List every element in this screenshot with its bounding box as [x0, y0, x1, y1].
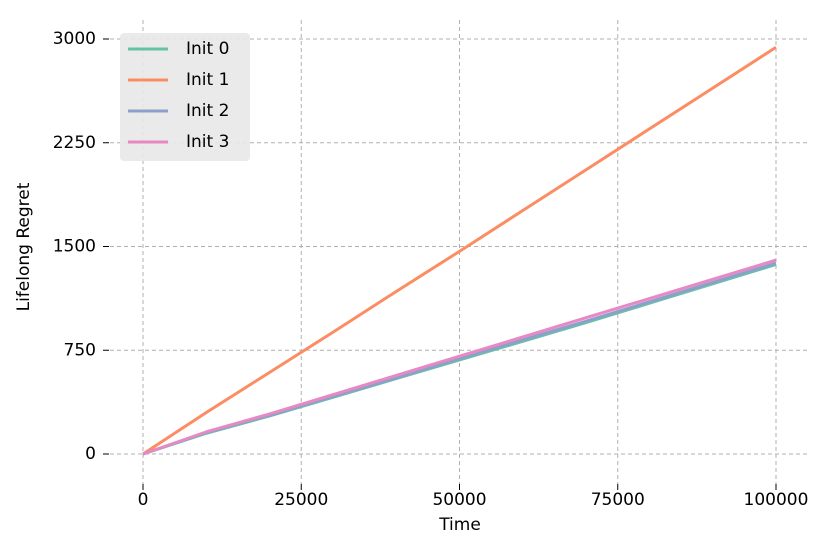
x-tick-label: 0: [138, 490, 149, 510]
y-tick-label: 750: [64, 340, 96, 360]
y-tick-label: 2250: [53, 133, 96, 153]
data-line: [142, 46, 777, 456]
y-tick-label: 3000: [53, 29, 96, 49]
y-axis-label: Lifelong Regret: [14, 182, 34, 311]
y-tick-label: 0: [85, 444, 96, 464]
legend-box: [120, 33, 250, 161]
data-line: [142, 261, 777, 456]
legend-label: Init 2: [186, 101, 229, 121]
data-line: [142, 258, 777, 456]
x-tick-label: 50000: [432, 490, 486, 510]
x-tick-label: 100000: [744, 490, 809, 510]
legend-label: Init 3: [186, 132, 229, 152]
x-tick-label: 75000: [591, 490, 645, 510]
x-tick-label: 25000: [274, 490, 328, 510]
legend-label: Init 0: [186, 39, 229, 59]
legend-label: Init 1: [186, 70, 229, 90]
x-axis-label: Time: [438, 515, 481, 535]
y-tick-label: 1500: [53, 237, 96, 257]
